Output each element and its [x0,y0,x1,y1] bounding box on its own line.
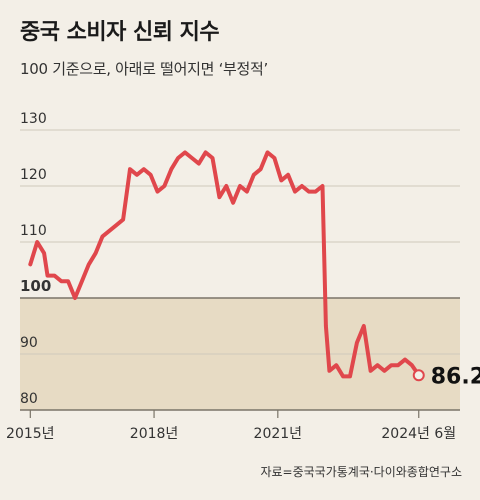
end-value-label: 86.2 [431,364,480,389]
x-tick-label: 2024년 6월 [381,426,456,442]
end-point-marker [412,369,425,382]
line-chart: 130 120 110 100 90 80 2015년 2018년 2021년 2024년 6월… [6,111,480,442]
y-tick-label: 100 [20,277,51,295]
x-tick-label: 2018년 [130,426,179,442]
source-note: 자료=중국국가통계국·다이와종합연구소 [260,465,462,479]
chart-title: 중국 소비자 신뢰 지수 [20,20,220,45]
y-tick-label: 80 [20,391,38,407]
consumer-confidence-line [28,150,421,379]
y-tick-label: 110 [20,223,47,239]
chart-subtitle: 100 기준으로, 아래로 떨어지면 ‘부정적’ [20,60,269,78]
x-tick-label: 2015년 [6,426,55,442]
y-tick-label: 120 [20,167,47,183]
y-tick-label: 130 [20,111,47,127]
y-tick-label: 90 [20,335,38,351]
x-tick-label: 2021년 [254,426,303,442]
